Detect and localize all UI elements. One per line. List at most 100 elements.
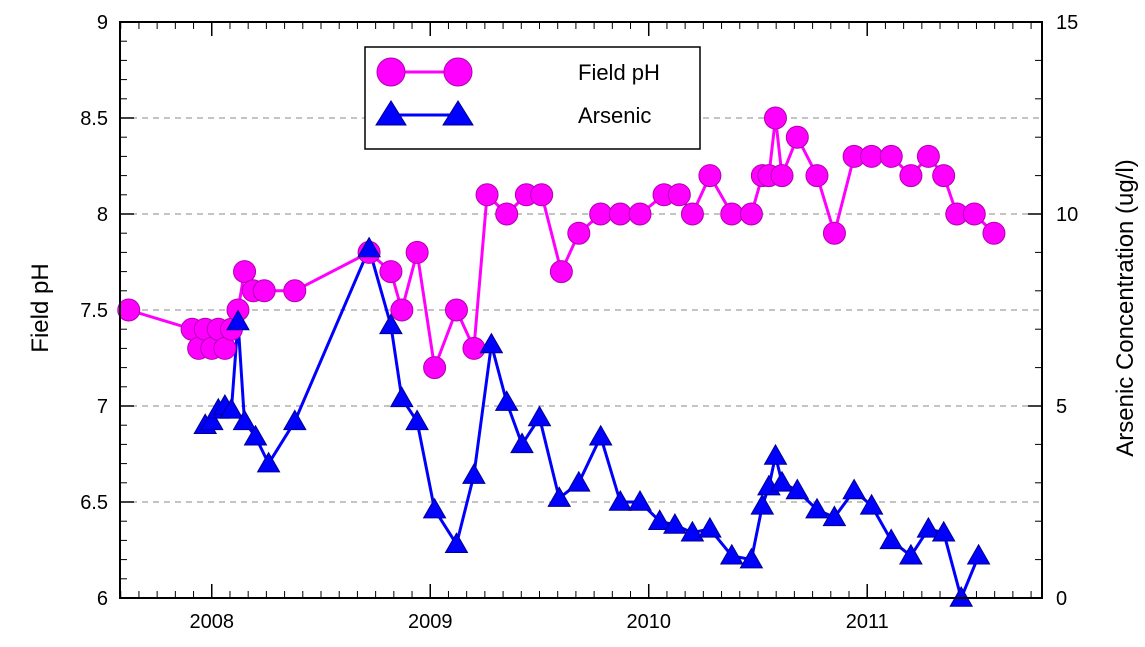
data-point-arsenic <box>547 486 572 507</box>
x-tick-label: 2009 <box>408 611 453 633</box>
data-point-arsenic <box>527 405 552 427</box>
data-point-field-ph <box>739 202 763 226</box>
y-axis-title: Field pH <box>27 263 54 352</box>
data-point-arsenic <box>608 489 633 511</box>
data-point-field-ph <box>916 144 940 168</box>
data-point-field-ph <box>567 221 591 245</box>
data-point-arsenic <box>510 432 534 454</box>
y-tick-label: 7.5 <box>80 300 108 322</box>
data-point-arsenic <box>680 520 705 542</box>
y2-tick-label: 15 <box>1056 12 1078 34</box>
y2-tick-label: 0 <box>1056 588 1067 610</box>
data-point-arsenic <box>243 424 268 446</box>
data-point-arsenic <box>949 585 974 607</box>
plot-frame <box>119 21 1043 599</box>
data-point-field-ph <box>667 183 691 207</box>
data-point-arsenic <box>219 397 244 419</box>
series-line-arsenic <box>204 247 980 600</box>
data-point-arsenic <box>389 386 414 408</box>
legend: Field pH Arsenic <box>364 46 701 150</box>
data-point-field-ph <box>932 164 956 188</box>
data-point-field-ph <box>763 106 787 130</box>
data-point-arsenic <box>226 309 250 331</box>
y2-tick-label: 10 <box>1056 204 1078 226</box>
data-point-field-ph <box>770 164 794 188</box>
data-point-field-ph <box>879 144 903 168</box>
data-point-arsenic <box>931 520 956 542</box>
data-point-field-ph <box>785 125 809 149</box>
data-point-arsenic <box>859 493 884 515</box>
data-point-arsenic <box>899 543 923 565</box>
data-point-arsenic <box>698 516 722 538</box>
data-point-field-ph <box>444 298 468 322</box>
legend-marker-field-ph <box>376 57 406 87</box>
data-point-arsenic <box>566 470 591 492</box>
data-point-arsenic <box>842 478 866 500</box>
data-point-arsenic <box>916 516 941 538</box>
legend-label-field-ph: Field pH <box>578 60 660 85</box>
data-point-arsenic <box>739 547 764 569</box>
data-point-arsenic <box>199 409 224 431</box>
data-point-field-ph <box>530 183 554 207</box>
data-point-field-ph <box>283 279 307 303</box>
y2-axis-title: Arsenic Concentration (ug/l) <box>1112 159 1139 456</box>
data-point-field-ph <box>608 202 632 226</box>
y-tick-label: 6.5 <box>80 492 108 514</box>
data-point-field-ph <box>860 144 884 168</box>
data-point-field-ph <box>962 202 986 226</box>
data-point-field-ph <box>117 298 141 322</box>
data-point-field-ph <box>495 202 519 226</box>
data-point-arsenic <box>588 424 613 446</box>
data-point-field-ph <box>822 221 846 245</box>
data-point-field-ph <box>379 260 403 284</box>
x-tick-label: 2011 <box>846 611 889 633</box>
y-tick-label: 8 <box>97 204 108 226</box>
data-point-field-ph <box>628 202 652 226</box>
data-point-field-ph <box>982 221 1006 245</box>
series-lines <box>128 116 995 600</box>
y-tick-label: 6 <box>97 588 108 610</box>
data-point-field-ph <box>390 298 414 322</box>
y-tick-label: 9 <box>97 12 108 34</box>
series-markers <box>117 106 1006 607</box>
data-point-field-ph <box>589 202 613 226</box>
data-point-arsenic <box>494 390 519 411</box>
data-point-field-ph <box>233 260 257 284</box>
y-tick-label: 7 <box>97 396 108 418</box>
data-point-field-ph <box>899 164 923 188</box>
y-tick-label: 8.5 <box>80 108 108 130</box>
data-point-arsenic <box>357 236 381 258</box>
legend-label-arsenic: Arsenic <box>578 103 651 128</box>
data-point-arsenic <box>805 497 829 519</box>
data-point-arsenic <box>479 332 504 354</box>
data-point-field-ph <box>405 240 429 264</box>
axis-ticks <box>120 21 1042 599</box>
data-point-field-ph <box>720 202 744 226</box>
data-point-arsenic <box>763 443 788 465</box>
data-point-arsenic <box>282 409 307 431</box>
data-point-arsenic <box>379 313 403 335</box>
data-point-field-ph <box>423 356 447 380</box>
x-tick-label: 2010 <box>626 611 671 633</box>
data-point-arsenic <box>822 505 847 527</box>
data-point-arsenic <box>444 532 469 553</box>
data-point-arsenic <box>628 489 652 511</box>
data-point-arsenic <box>462 463 486 484</box>
x-tick-label: 2008 <box>190 611 235 633</box>
legend-marker-field-ph <box>443 57 473 87</box>
data-point-arsenic <box>422 497 447 519</box>
data-point-field-ph <box>805 164 829 188</box>
legend-marker-arsenic <box>442 100 474 126</box>
data-point-arsenic <box>770 470 794 492</box>
data-point-arsenic <box>256 451 281 473</box>
data-point-field-ph <box>462 336 486 360</box>
data-point-arsenic <box>663 512 687 534</box>
data-point-field-ph <box>698 164 722 188</box>
data-point-field-ph <box>213 336 237 360</box>
data-point-field-ph <box>252 279 276 303</box>
legend-marker-arsenic <box>375 100 407 126</box>
legend-box <box>364 46 701 150</box>
data-point-arsenic <box>405 409 429 431</box>
data-point-arsenic <box>785 478 810 500</box>
